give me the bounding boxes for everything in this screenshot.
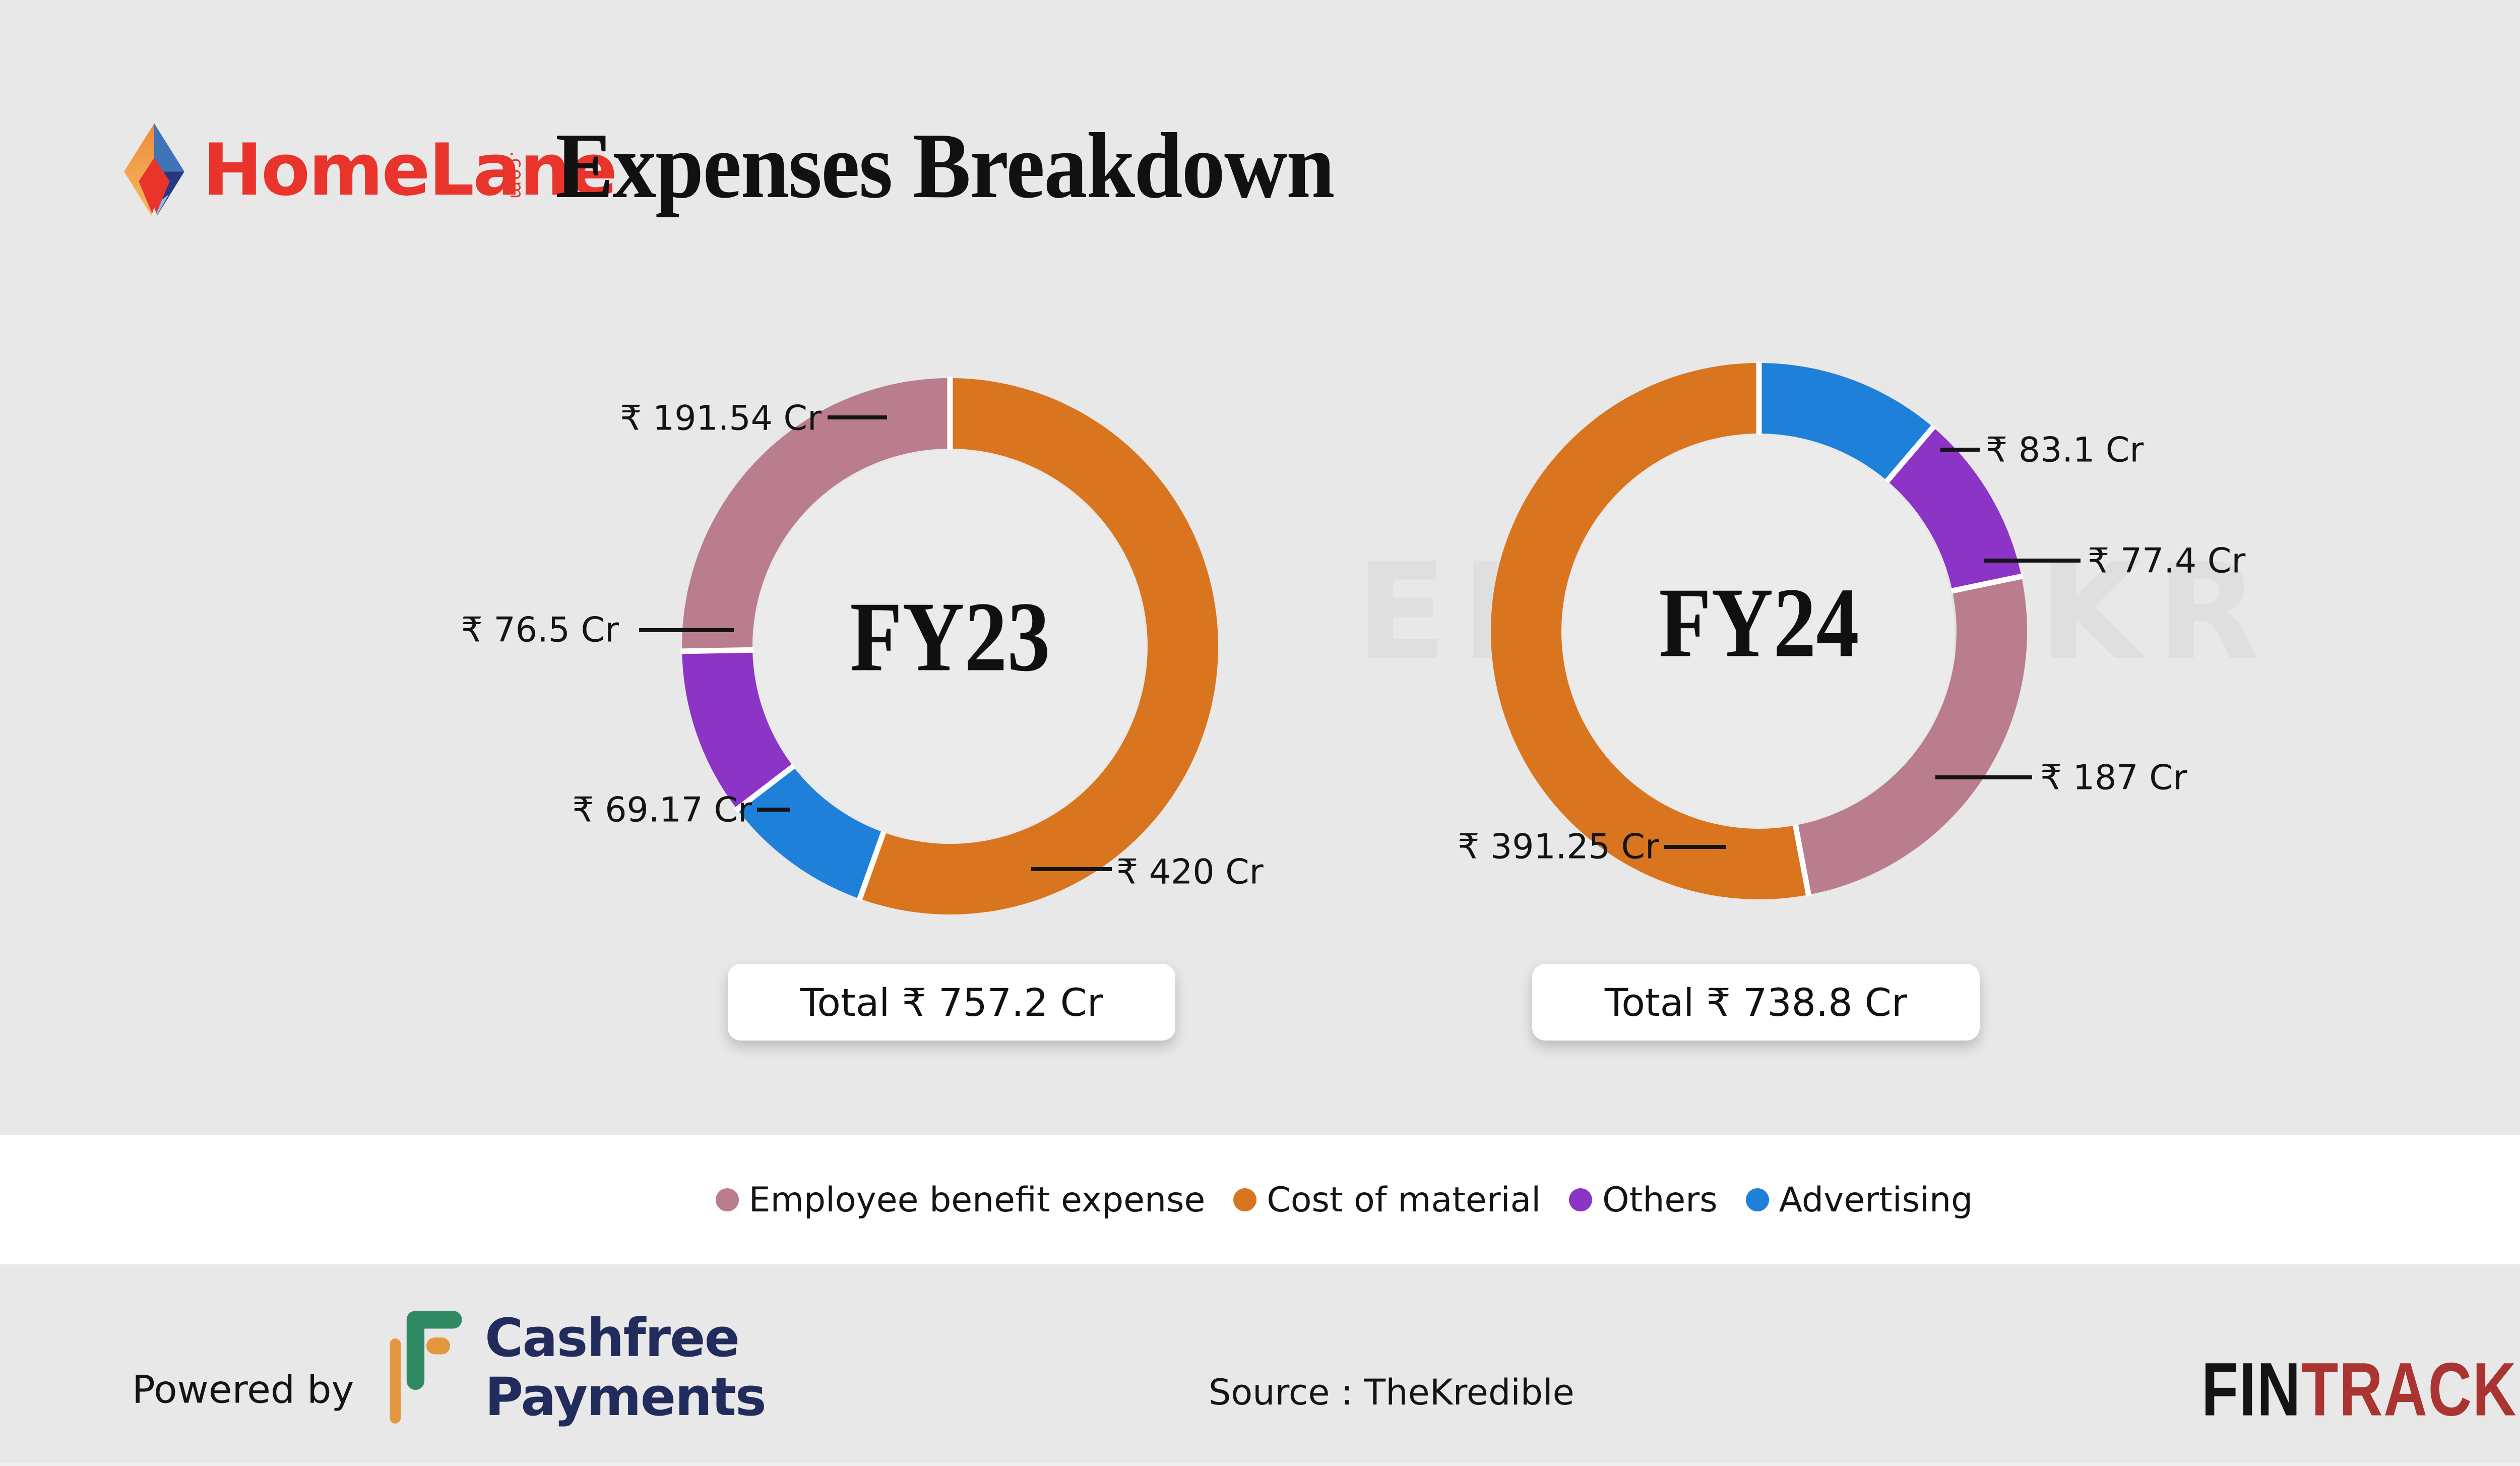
donut-chart-fy23 <box>680 377 1218 914</box>
legend-dot-pink <box>715 1188 739 1211</box>
segment-divider <box>1950 573 2024 594</box>
callout-line <box>828 415 887 419</box>
legend-item-advertising: Advertising <box>1745 1180 1973 1220</box>
callout-line <box>1935 775 2032 779</box>
donut-chart-fy24 <box>1491 361 2027 899</box>
callout-line <box>1984 559 2081 563</box>
donut-segment-advertising <box>1759 363 1933 481</box>
donut-hole <box>754 451 1146 842</box>
legend-dot-blue <box>1745 1188 1769 1211</box>
legend-item-others: Others <box>1569 1180 1718 1220</box>
cashfree-wordmark: Cashfree Payments <box>485 1307 767 1428</box>
total-badge-fy24: Total ₹ 738.8 Cr <box>1532 964 1980 1041</box>
legend-bar: Employee benefit expense Cost of materia… <box>0 1135 2520 1264</box>
page-title: Expenses Breakdown <box>555 114 1335 218</box>
legend-label: Advertising <box>1779 1180 1973 1220</box>
callout-fy23-advertising: ₹ 69.17 Cr <box>572 790 752 830</box>
donut-segment-others <box>682 650 793 810</box>
callout-fy24-cost-of-material: ₹ 391.25 Cr <box>1458 827 1659 867</box>
callout-fy24-others: ₹ 77.4 Cr <box>2088 541 2246 581</box>
fintrackr-fin: FIN <box>2201 1347 2302 1432</box>
legend-label: Others <box>1602 1180 1718 1220</box>
callout-fy23-cost-of-material: ₹ 420 Cr <box>1116 852 1264 892</box>
donut-center-label-fy24: FY24 <box>1659 567 1859 678</box>
homelane-brand-name: HomeLane <box>203 129 617 212</box>
legend-item-employee-benefit: Employee benefit expense <box>715 1180 1206 1220</box>
callout-line <box>1031 867 1112 871</box>
donut-hole <box>1563 436 1955 827</box>
donut-segment-cost-of-material <box>859 378 1218 914</box>
fintrackr-trackr: TRACKR <box>2301 1347 2520 1432</box>
bottom-edge-strip <box>0 1463 2520 1466</box>
callout-fy24-employee-benefit: ₹ 187 Cr <box>2040 758 2187 798</box>
homelane-brand-suffix: .com <box>506 151 527 200</box>
homelane-logo-icon <box>124 123 184 222</box>
callout-fy23-others: ₹ 76.5 Cr <box>461 610 619 650</box>
donut-segment-employee-benefit-expense <box>1795 576 2027 895</box>
segment-divider <box>856 830 887 901</box>
legend-label: Employee benefit expense <box>748 1180 1206 1220</box>
donut-center-label-fy23: FY23 <box>850 581 1050 692</box>
callout-line <box>639 628 734 632</box>
callout-line <box>1664 845 1726 849</box>
callout-fy23-employee-benefit: ₹ 191.54 Cr <box>620 398 822 439</box>
source-text: Source : TheKredible <box>1209 1372 1574 1413</box>
segment-divider <box>734 763 796 813</box>
callout-line <box>757 808 790 812</box>
donut-segment-others <box>1887 427 2022 591</box>
segment-divider <box>680 647 754 654</box>
segment-divider <box>1792 824 1812 897</box>
legend-label: Cost of material <box>1267 1180 1541 1220</box>
cashfree-line2: Payments <box>485 1366 767 1428</box>
donut-segment-cost-of-material <box>1491 363 1809 899</box>
callout-line <box>1940 448 1980 452</box>
powered-by-text: Powered by <box>132 1367 354 1412</box>
donut-segment-employee-benefit-expense <box>682 378 950 651</box>
callout-fy24-advertising: ₹ 83.1 Cr <box>1986 430 2144 470</box>
cashfree-line1: Cashfree <box>485 1307 740 1369</box>
legend-dot-purple <box>1569 1188 1593 1211</box>
fintrackr-logo: FINTRACKR <box>2201 1346 2520 1433</box>
segment-divider <box>1884 424 1936 483</box>
donut-segment-advertising <box>737 766 884 899</box>
legend-item-cost-of-material: Cost of material <box>1233 1180 1541 1220</box>
cashfree-logo-icon <box>390 1311 462 1424</box>
total-badge-fy23: Total ₹ 757.2 Cr <box>728 964 1175 1041</box>
legend-dot-orange <box>1233 1188 1257 1211</box>
